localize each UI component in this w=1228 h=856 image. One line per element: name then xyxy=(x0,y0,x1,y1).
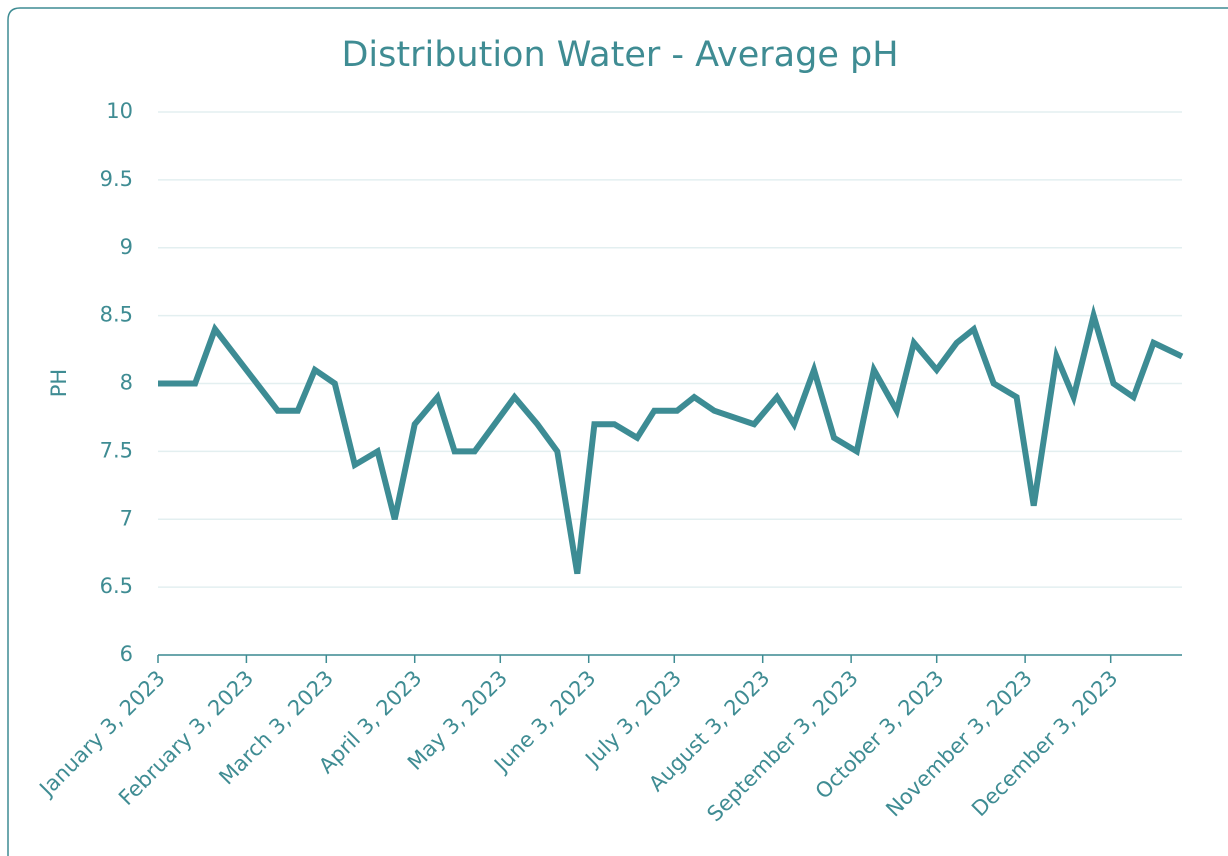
y-tick-label: 9.5 xyxy=(100,167,133,191)
data-line xyxy=(158,304,1184,575)
x-tick-label: November 3, 2023 xyxy=(881,666,1037,822)
y-tick-label: 10 xyxy=(106,99,133,123)
y-tick-label: 8 xyxy=(120,371,133,395)
y-tick-label: 6 xyxy=(120,642,133,666)
y-tick-label: 8.5 xyxy=(100,303,133,327)
chart-title: Distribution Water - Average pH xyxy=(341,35,898,75)
y-axis-label: PH xyxy=(47,369,71,397)
y-tick-label: 7 xyxy=(120,506,133,530)
y-tick-label: 9 xyxy=(120,235,133,259)
y-tick-label: 7.5 xyxy=(100,438,133,462)
x-tick-label: December 3, 2023 xyxy=(967,666,1122,821)
y-tick-label: 6.5 xyxy=(100,574,133,598)
frame xyxy=(7,7,1228,856)
x-tick-label: September 3, 2023 xyxy=(702,666,862,826)
